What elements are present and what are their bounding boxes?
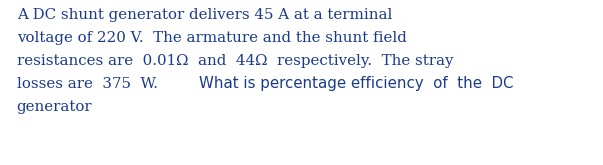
Text: losses are  375  W.: losses are 375 W.	[17, 77, 157, 91]
Text: generator: generator	[17, 100, 92, 114]
Text: resistances are  0.01Ω  and  44Ω  respectively.  The stray: resistances are 0.01Ω and 44Ω respective…	[17, 54, 453, 68]
Text: voltage of 220 V.  The armature and the shunt field: voltage of 220 V. The armature and the s…	[17, 31, 406, 45]
Text: What is percentage efficiency  of  the  DC: What is percentage efficiency of the DC	[198, 76, 513, 91]
Text: A DC shunt generator delivers 45 A at a terminal: A DC shunt generator delivers 45 A at a …	[17, 8, 392, 22]
Text: losses are  375  W.: losses are 375 W.	[17, 77, 157, 91]
